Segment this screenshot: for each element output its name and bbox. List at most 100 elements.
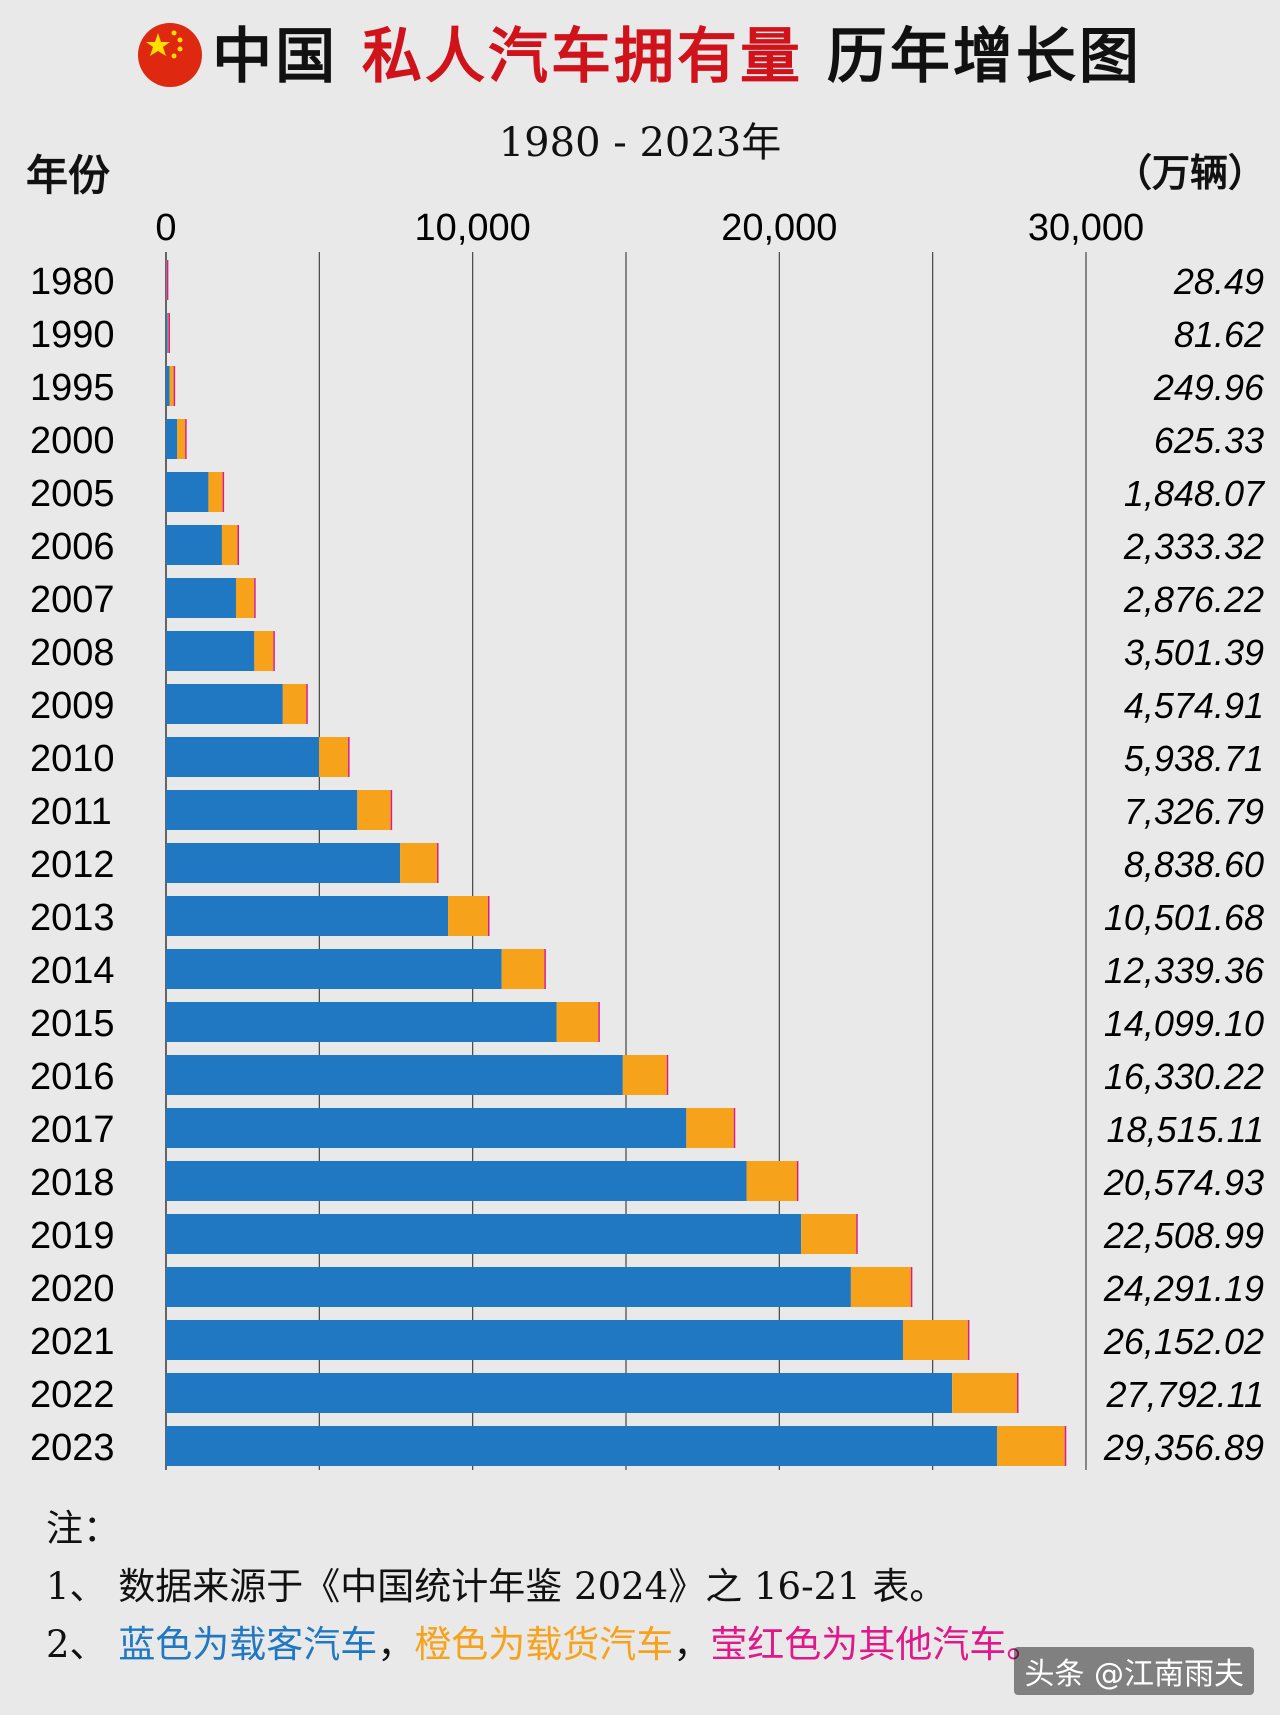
bar-2006-series-1 (221, 525, 238, 565)
year-label-2020: 2020 (30, 1268, 115, 1310)
unit-label: （万辆） (1113, 150, 1266, 195)
year-label-2009: 2009 (30, 685, 115, 727)
bar-2007-series-1 (235, 578, 255, 618)
bar-1995-series-1 (169, 366, 174, 406)
x-tick-label-0: 0 (155, 207, 176, 249)
total-label-2021: 26,152.02 (1103, 1321, 1264, 1362)
bar-2021-series-1 (902, 1320, 968, 1360)
bar-chart: 0 10,000 20,000 30,000 1980 28.49 1990 81.62 199… (30, 207, 1266, 1470)
bar-2000-series-2 (185, 419, 187, 459)
legend-blue: 蓝色为载客汽车 (118, 1623, 378, 1666)
bar-2005-series-0 (166, 472, 209, 512)
title-part3: 历年增长图 (826, 22, 1142, 92)
bar-2012-series-1 (400, 843, 438, 883)
year-label-2022: 2022 (30, 1374, 115, 1416)
bar-2014-series-2 (544, 949, 546, 989)
bar-2020-series-2 (910, 1267, 913, 1307)
bar-2023-series-1 (997, 1426, 1065, 1466)
total-label-2023: 29,356.89 (1103, 1427, 1264, 1468)
year-label-2015: 2015 (30, 1003, 115, 1045)
bar-2018-series-2 (796, 1161, 799, 1201)
bar-2017-series-1 (686, 1108, 734, 1148)
year-label-2023: 2023 (30, 1427, 115, 1469)
bar-2013-series-2 (488, 896, 490, 936)
title-part1: 中国 (212, 22, 339, 92)
bar-1995-series-0 (166, 366, 170, 406)
bar-2011-series-1 (357, 790, 391, 830)
year-label-2006: 2006 (30, 526, 115, 568)
year-label-1995: 1995 (30, 367, 115, 409)
year-label-2018: 2018 (30, 1162, 115, 1204)
bar-2007-series-0 (166, 578, 236, 618)
bar-2000-series-1 (177, 419, 186, 459)
bar-2017-series-0 (166, 1108, 687, 1148)
bar-2005-series-1 (208, 472, 223, 512)
year-label-2017: 2017 (30, 1109, 115, 1151)
bar-2005-series-2 (222, 472, 225, 512)
title-part2: 私人汽车拥有量 (362, 22, 803, 92)
bar-2013-series-0 (166, 896, 449, 936)
notes-line1: 1、 数据来源于《中国统计年鉴 2024》之 16-21 表。 (46, 1565, 947, 1608)
total-label-2013: 10,501.68 (1104, 897, 1264, 938)
bar-2010-series-2 (348, 737, 350, 777)
total-label-2018: 20,574.93 (1103, 1162, 1264, 1203)
bar-2015-series-2 (598, 1002, 600, 1042)
year-label-2005: 2005 (30, 473, 115, 515)
notes: 注： 1、 数据来源于《中国统计年鉴 2024》之 16-21 表。 2、 蓝色… (46, 1500, 1043, 1674)
notes-line2: 2、 蓝色为载客汽车，橙色为载货汽车，莹红色为其他汽车。 (46, 1616, 1043, 1674)
year-label-2021: 2021 (30, 1321, 115, 1363)
bar-2023-series-2 (1064, 1426, 1067, 1466)
x-tick-label-2: 20,000 (721, 207, 837, 249)
chart-subtitle: 1980 - 2023年 (498, 120, 782, 166)
total-label-2015: 14,099.10 (1104, 1003, 1264, 1044)
bar-2008-series-2 (273, 631, 275, 671)
x-tick-label-3: 30,000 (1028, 207, 1144, 249)
y-axis-header: 年份 (26, 151, 111, 200)
bar-2015-series-0 (166, 1002, 557, 1042)
year-label-2014: 2014 (30, 950, 115, 992)
total-label-2022: 27,792.11 (1106, 1374, 1264, 1415)
bar-1980-series-2 (166, 260, 169, 300)
bar-2009-series-2 (306, 684, 308, 724)
notes-head: 注： (46, 1507, 120, 1550)
bar-2008-series-0 (166, 631, 255, 671)
bar-2012-series-2 (437, 843, 439, 883)
year-label-2019: 2019 (30, 1215, 115, 1257)
bar-2019-series-0 (166, 1214, 802, 1254)
bar-2011-series-2 (390, 790, 393, 830)
chart-title: 中国 私人汽车拥有量 历年增长图 (0, 8, 1280, 95)
bar-1990-series-1 (167, 313, 170, 353)
bar-2013-series-1 (448, 896, 488, 936)
year-label-2000: 2000 (30, 420, 115, 462)
bar-1995-series-2 (173, 366, 176, 406)
total-label-2020: 24,291.19 (1103, 1268, 1264, 1309)
watermark: 头条 @江南雨夫 (1014, 1647, 1254, 1695)
year-label-2013: 2013 (30, 897, 115, 939)
bar-2022-series-0 (166, 1373, 953, 1413)
year-label-2011: 2011 (30, 791, 112, 833)
total-label-2005: 1,848.07 (1124, 473, 1266, 514)
bar-2018-series-0 (166, 1161, 747, 1201)
total-label-2006: 2,333.32 (1123, 526, 1264, 567)
bar-2023-series-0 (166, 1426, 998, 1466)
year-label-2008: 2008 (30, 632, 115, 674)
year-label-2012: 2012 (30, 844, 115, 886)
bar-2008-series-1 (254, 631, 274, 671)
total-label-1995: 249.96 (1153, 367, 1265, 408)
bar-1990-series-2 (168, 313, 170, 353)
total-label-2009: 4,574.91 (1124, 685, 1264, 726)
total-label-2017: 18,515.11 (1107, 1109, 1264, 1150)
bar-2007-series-2 (254, 578, 256, 618)
bar-2021-series-2 (967, 1320, 970, 1360)
bar-2014-series-1 (501, 949, 545, 989)
bar-1990-series-0 (166, 313, 168, 353)
bar-2015-series-1 (556, 1002, 599, 1042)
x-tick-label-1: 10,000 (415, 207, 531, 249)
total-label-2014: 12,339.36 (1104, 950, 1265, 991)
bar-2020-series-0 (166, 1267, 851, 1307)
bar-2006-series-2 (237, 525, 240, 565)
legend-magenta: 莹红色为其他汽车。 (710, 1623, 1044, 1666)
bar-2018-series-1 (746, 1161, 797, 1201)
notes-line2-prefix: 2、 (46, 1623, 119, 1666)
year-label-2016: 2016 (30, 1056, 115, 1098)
